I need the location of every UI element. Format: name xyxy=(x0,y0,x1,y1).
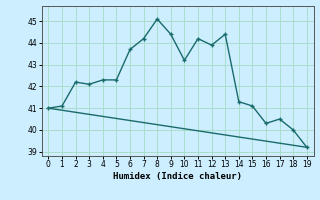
X-axis label: Humidex (Indice chaleur): Humidex (Indice chaleur) xyxy=(113,172,242,181)
